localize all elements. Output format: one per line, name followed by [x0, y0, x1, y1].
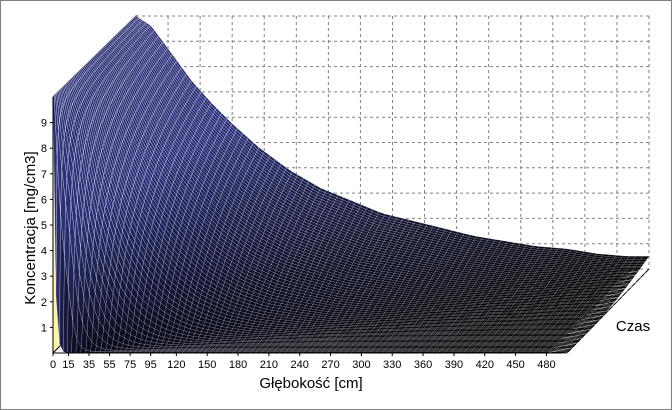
x-tick-label: 420 [476, 359, 494, 371]
x-tick-label: 330 [383, 359, 401, 371]
y-tick-label: 4 [41, 246, 47, 258]
y-axis-label: Koncentracja [mg/cm3] [22, 151, 39, 304]
axes [52, 97, 668, 358]
y-tick-label: 9 [41, 118, 47, 130]
x-tick-label: 180 [229, 359, 247, 371]
x-tick-label: 95 [145, 359, 157, 371]
y-tick-label: 1 [41, 322, 47, 334]
y-tick-label: 8 [41, 143, 47, 155]
x-tick-labels: 0 15 35 55 75 95 120 150 180 210 240 270 300 330 360 39… [50, 353, 556, 371]
x-tick-label: 210 [260, 359, 278, 371]
x-tick-label: 390 [445, 359, 463, 371]
x-tick-label: 75 [124, 359, 136, 371]
x-tick-label: 55 [103, 359, 115, 371]
y-tick-label: 7 [41, 169, 47, 181]
y-tick-label: 5 [41, 220, 47, 232]
y-tick-label: 3 [41, 271, 47, 283]
y-tick-label: 2 [41, 297, 47, 309]
x-axis-label: Głębokość [cm] [259, 375, 362, 392]
x-tick-label: 480 [537, 359, 555, 371]
x-tick-label: 360 [414, 359, 432, 371]
x-tick-label: 240 [291, 359, 309, 371]
x-tick-label: 35 [83, 359, 95, 371]
y-tick-label: 6 [41, 194, 47, 206]
z-axis-label: Czas [616, 318, 650, 335]
x-tick-label: 15 [62, 359, 74, 371]
x-tick-label: 120 [167, 359, 185, 371]
x-tick-label: 0 [50, 359, 56, 371]
x-tick-label: 300 [352, 359, 370, 371]
x-tick-label: 450 [506, 359, 524, 371]
x-tick-label: 270 [321, 359, 339, 371]
x-tick-label: 150 [198, 359, 216, 371]
surface-mesh [52, 15, 650, 354]
y-tick-labels: 1 2 3 4 5 6 7 8 9 [41, 118, 53, 334]
